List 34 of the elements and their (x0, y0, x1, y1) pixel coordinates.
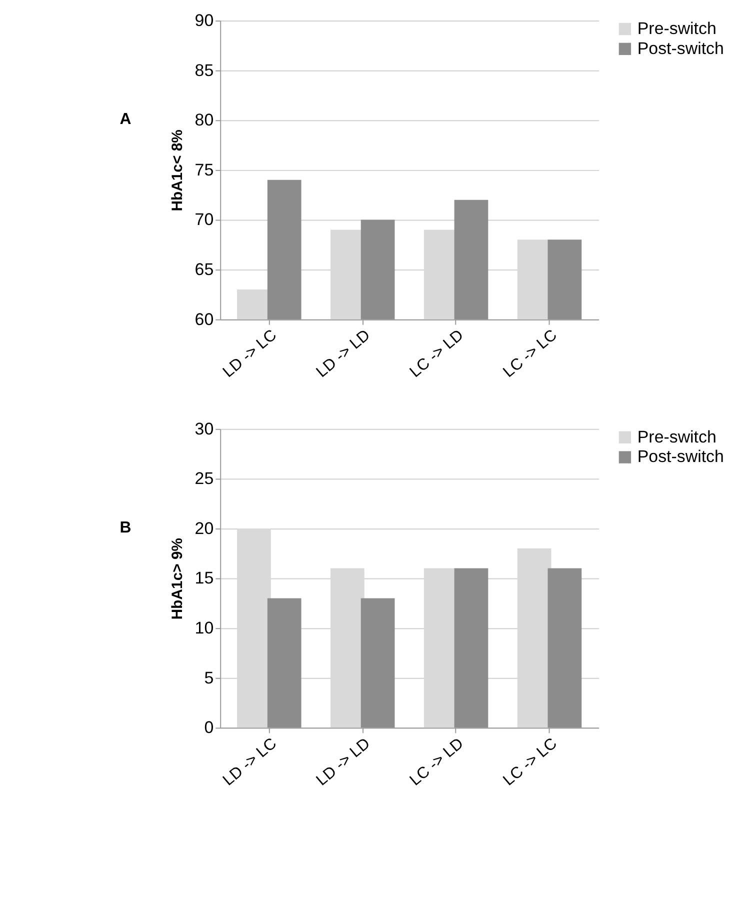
y-tick-label: 25 (194, 469, 214, 488)
y-tick-label: 10 (194, 618, 214, 638)
x-tick-label: LC -> LC (500, 735, 560, 790)
y-tick-label: 80 (194, 110, 214, 130)
legend-label: Post-switch (637, 38, 724, 58)
text: A (120, 111, 132, 128)
y-tick-label: 65 (194, 260, 214, 280)
bar (360, 598, 395, 728)
y-tick-label: 85 (194, 60, 214, 80)
x-tick-label: LD -> LC (220, 326, 280, 382)
legend-label: Pre-switch (637, 18, 716, 38)
x-tick-label: LD -> LC (220, 735, 280, 790)
x-tick-label: LC -> LC (500, 326, 560, 382)
y-tick-label: 20 (194, 518, 214, 538)
x-tick-label: LC -> LD (406, 326, 467, 382)
y-tick-label: 60 (194, 310, 214, 329)
y-tick-label: 70 (194, 210, 214, 230)
x-tick-label: LC -> LD (406, 735, 467, 790)
bar (454, 568, 488, 728)
y-tick-label: 75 (194, 160, 214, 180)
x-tick-label: LD -> LD (313, 735, 374, 790)
legend-label: Pre-switch (637, 427, 716, 446)
legend-label: Post-switch (637, 447, 724, 466)
y-tick-label: 5 (204, 668, 214, 688)
y-axis-title: HbA1c< 8% (168, 130, 186, 212)
y-tick-label: 0 (204, 718, 214, 738)
y-tick-label: 90 (194, 11, 214, 30)
y-tick-label: 30 (194, 419, 214, 438)
bar (548, 568, 582, 728)
x-tick-label: LD -> LD (313, 326, 374, 382)
bar (267, 598, 302, 728)
y-axis-title: HbA1c> 9% (168, 538, 186, 620)
y-tick-label: 15 (194, 568, 214, 588)
text: B (120, 519, 132, 536)
